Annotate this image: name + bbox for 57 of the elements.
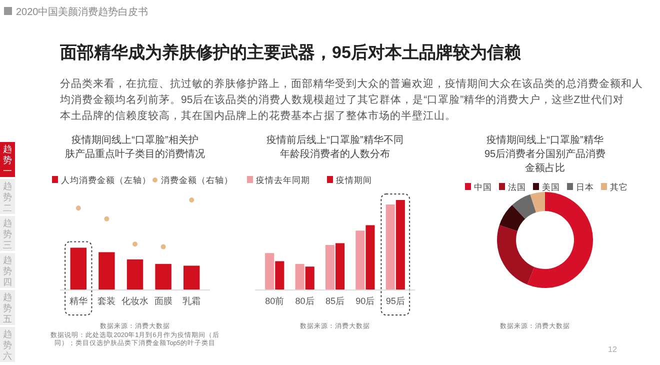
bar [325,245,334,290]
donut-slice [497,225,534,285]
point [160,244,166,250]
bar [305,266,314,290]
text: 趋势四 [3,255,12,287]
point [132,242,138,247]
donut-slice [512,194,536,219]
bar [184,266,200,290]
bar [366,225,375,290]
point [104,216,110,222]
bar [98,252,115,290]
bar [265,253,274,290]
x-tick-label: 90后 [356,296,375,306]
legend-label: 疫情期间 [336,175,372,185]
x-tick-label: 80前 [265,296,284,306]
legend-label: 法国 [508,182,526,192]
point [76,206,81,211]
text: 趋势二 [3,181,12,213]
text: 趋势一 [3,144,12,176]
bar [356,230,365,290]
x-tick-label: 85后 [325,296,345,306]
x-tick-label: 精华 [69,296,88,306]
bar [275,261,284,290]
legend-label: 其它 [610,182,628,192]
text: 分品类来看，在抗痘、抗过敏的养肤修护路上，面部精华受到大众的普遍欢迎，疫情期间大众在该品类的总消费金额和人均消费金额均名列前茅。95后在该品类的消费人数规模超过了其它群体，是“口罩脸”精华的消费大户，这些Z世代们对本土品牌的信赖度较高，其在国内品牌上的花费基本占据了整体市场的半壁江山。 [59,77,643,122]
chart-title: 疫情期间线上“口罩脸”相关护肤产品重点叶子类目的消费情况 [65,134,205,160]
legend-label: 消费金额（右轴） [161,175,233,185]
text: 趋势三 [3,218,12,250]
bar [295,264,304,290]
legend-label: 美国 [542,182,560,192]
bar [336,243,345,290]
legend-label: 中国 [474,182,492,192]
x-tick-label: 面膜 [154,296,172,306]
text: 2020中国美颜消费趋势白皮书 [16,6,148,18]
text: 面部精华成为养肤修护的主要武器，95后对本土品牌较为信赖 [59,43,521,62]
legend-label: 疫情去年同期 [256,175,310,185]
x-tick-label: 80后 [295,296,314,306]
bar [126,259,144,290]
donut-slice [527,192,593,288]
chart-title: 疫情期间线上“口罩脸”精华95后消费者分国别产品消费金额占比 [484,134,606,174]
bar [396,200,405,290]
legend-label: 日本 [576,182,594,192]
donut-slice [530,192,545,212]
x-tick-label: 套装 [98,296,116,306]
donut-slice [499,205,526,232]
x-tick-label: 化妆水 [122,296,148,306]
legend-label: 人均消费金额（左轴） [61,175,151,185]
chart-title: 疫情前后线上“口罩脸”精华不同年龄段消费者的人数分布 [266,134,404,160]
bar [155,264,172,290]
text: 趋势五 [3,292,12,324]
bar [386,204,395,290]
x-tick-label: 95后 [386,296,405,306]
bar [70,248,86,290]
x-tick-label: 乳霜 [182,296,201,306]
text: 12 [608,345,618,354]
point [189,198,194,202]
text: 趋势六 [3,329,12,361]
